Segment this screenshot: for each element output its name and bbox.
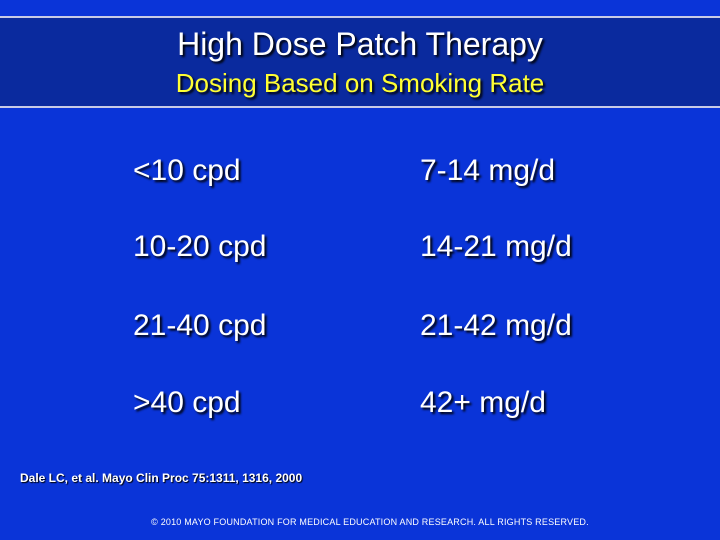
smoking-rate-1: <10 cpd: [133, 154, 241, 187]
smoking-rate-4: >40 cpd: [133, 386, 241, 419]
dose-1: 7-14 mg/d: [420, 154, 556, 187]
citation: Dale LC, et al. Mayo Clin Proc 75:1311, …: [20, 471, 303, 485]
dose-2: 14-21 mg/d: [420, 230, 572, 263]
smoking-rate-3: 21-40 cpd: [133, 309, 267, 342]
copyright-notice: © 2010 MAYO FOUNDATION FOR MEDICAL EDUCA…: [151, 517, 589, 527]
header-band: High Dose Patch Therapy Dosing Based on …: [0, 16, 720, 108]
dose-4: 42+ mg/d: [420, 386, 546, 419]
slide-subtitle: Dosing Based on Smoking Rate: [175, 68, 545, 98]
dose-3: 21-42 mg/d: [420, 309, 572, 342]
smoking-rate-2: 10-20 cpd: [133, 230, 267, 263]
slide-title: High Dose Patch Therapy: [177, 26, 543, 62]
